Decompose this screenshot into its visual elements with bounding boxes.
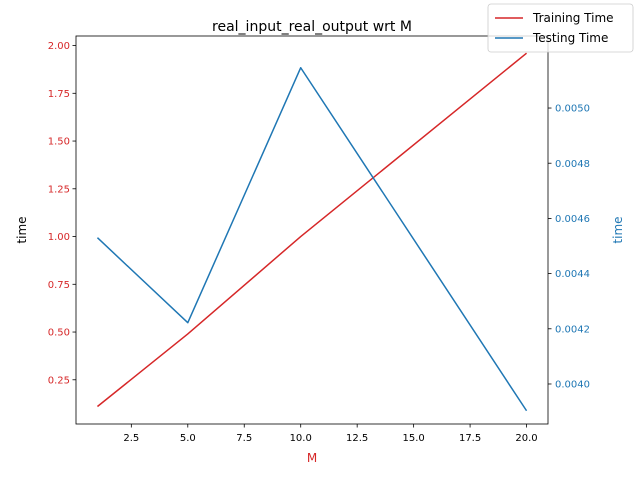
- y-left-tick-label: 0.50: [48, 328, 70, 339]
- y-left-tick-label: 1.75: [48, 89, 70, 100]
- series-line-2: [96, 66, 528, 412]
- x-tick-label: 5.0: [180, 433, 196, 444]
- x-tick-label: 17.5: [459, 433, 481, 444]
- y-axis-label-left: time: [15, 216, 29, 243]
- legend-label: Testing Time: [532, 31, 608, 45]
- legend-label: Training Time: [532, 11, 614, 25]
- x-tick-label: 7.5: [236, 433, 252, 444]
- x-tick-label: 2.5: [123, 433, 139, 444]
- legend: Training Time Testing Time: [487, 3, 634, 53]
- chart-title: real_input_real_output wrt M: [212, 19, 412, 35]
- y-left-tick-label: 1.00: [48, 232, 70, 243]
- plot-frame: [75, 35, 549, 425]
- x-tick-label: 10.0: [290, 433, 312, 444]
- plot-lines: [96, 52, 528, 412]
- y-right-tick-label: 0.0044: [555, 269, 590, 280]
- y-left-tick-label: 1.50: [48, 137, 70, 148]
- y-right-tick-label: 0.0040: [555, 380, 590, 391]
- y-right-tick-label: 0.0048: [555, 159, 590, 170]
- y-axis-label-right: time: [611, 216, 625, 243]
- y-left-tick-label: 0.75: [48, 280, 70, 291]
- y-right-tick-label: 0.0050: [555, 104, 590, 115]
- series-line-1: [96, 52, 528, 408]
- y-right-tick-label: 0.0046: [555, 214, 590, 225]
- x-tick-label: 15.0: [402, 433, 424, 444]
- legend-box: [487, 3, 634, 53]
- y-left-tick-label: 0.25: [48, 375, 70, 386]
- axes: 2.5 5.0 7.5 10.0 12.5 15.0 17.5 20.0 0.25 0.50 0.7…: [48, 35, 590, 444]
- y-right-tick-label: 0.0042: [555, 324, 590, 335]
- x-tick-label: 20.0: [515, 433, 537, 444]
- x-axis-label: M: [307, 451, 317, 465]
- x-tick-label: 12.5: [346, 433, 368, 444]
- y-left-tick-label: 2.00: [48, 41, 70, 52]
- y-left-tick-label: 1.25: [48, 184, 70, 195]
